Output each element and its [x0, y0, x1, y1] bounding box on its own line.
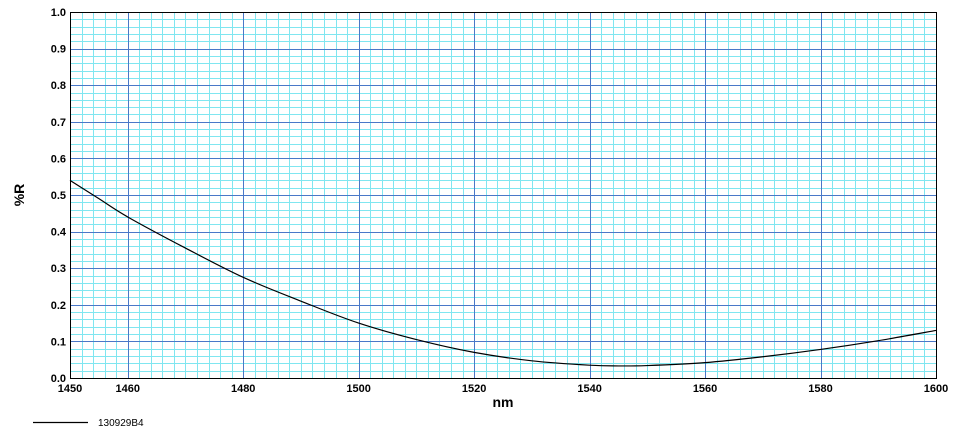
y-tick-label: 0.4 — [51, 227, 67, 239]
plot-frame — [70, 12, 937, 379]
x-tick-label: 1520 — [462, 383, 486, 395]
y-tick-label: 0.8 — [51, 80, 66, 92]
x-tick-label: 1580 — [808, 383, 832, 395]
x-tick-label: 1540 — [577, 383, 601, 395]
x-tick-label: 1450 — [58, 383, 82, 395]
series-layer — [69, 179, 937, 367]
x-tick-label: 1500 — [346, 383, 370, 395]
major-grid — [70, 12, 937, 379]
legend: 130929B4 — [33, 418, 144, 429]
series-line — [69, 179, 937, 367]
x-tick-label: 1600 — [924, 383, 948, 395]
y-tick-label: 0.1 — [51, 336, 66, 348]
x-tick-label: 1460 — [115, 383, 139, 395]
y-tick-label: 0.2 — [51, 300, 66, 312]
y-tick-label: 0.0 — [51, 373, 66, 385]
x-axis-label: nm — [493, 394, 514, 410]
y-axis-label: %R — [11, 184, 27, 207]
y-tick-label: 1.0 — [51, 7, 66, 19]
y-tick-label: 0.6 — [51, 153, 66, 165]
y-axis-ticks: 0.0 0.1 0.2 0.3 0.4 0.5 0.6 0.7 0.8 0.9 1.0 — [51, 7, 67, 385]
y-tick-label: 0.5 — [51, 190, 66, 202]
y-tick-label: 0.7 — [51, 117, 66, 129]
x-tick-label: 1560 — [693, 383, 717, 395]
y-tick-label: 0.9 — [51, 44, 66, 56]
x-axis-ticks: 1450 1460 1480 1500 1520 1540 1560 1580 1600 — [58, 383, 948, 395]
legend-label: 130929B4 — [98, 418, 144, 429]
y-tick-label: 0.3 — [51, 263, 66, 275]
x-tick-label: 1480 — [231, 383, 255, 395]
